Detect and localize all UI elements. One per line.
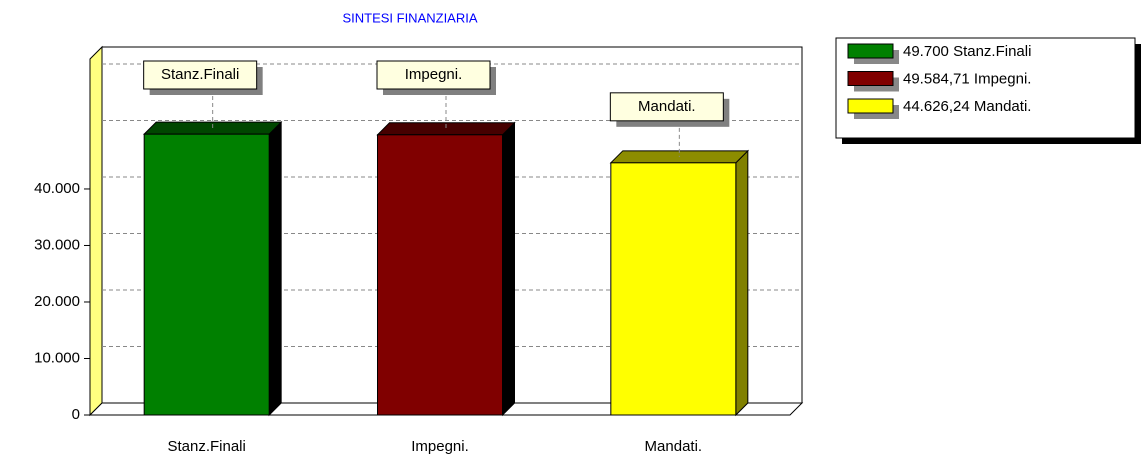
callout-label: Impegni. (405, 66, 463, 83)
callout-box (143, 60, 258, 90)
callout-box (376, 60, 491, 90)
bar-side (268, 120, 282, 417)
legend-value: 44.626,24 (903, 98, 970, 115)
y-tick-label: 40.000 (34, 180, 80, 197)
callout-label: Stanz.Finali (161, 66, 239, 83)
y-tick-label: 20.000 (34, 293, 80, 310)
bar-front (143, 133, 270, 416)
x-tick-label: Impegni. (411, 438, 469, 455)
x-tick-label: Mandati. (645, 438, 703, 455)
chart-title: SINTESI FINANZIARIA (342, 10, 477, 25)
y-tick-label: 30.000 (34, 236, 80, 253)
callout-label: Mandati. (638, 98, 696, 115)
bar-top (142, 121, 283, 135)
legend-swatch (847, 71, 894, 86)
legend-value: 49.700 (903, 43, 949, 60)
x-tick-label: Stanz.Finali (167, 438, 245, 455)
bar-side (735, 149, 749, 417)
legend-name: Impegni. (974, 70, 1032, 87)
legend-swatch (847, 98, 894, 114)
legend-label: 49.700 Stanz.Finali (903, 43, 1031, 60)
y-tick-label: 0 (72, 406, 80, 423)
y-tick-label: 10.000 (34, 349, 80, 366)
bar (609, 149, 750, 417)
bar (142, 120, 283, 417)
bar-front (377, 134, 503, 416)
bar (376, 121, 516, 417)
legend-label: 49.584,71 Impegni. (903, 70, 1031, 87)
bar-side (502, 121, 515, 417)
legend-swatch (847, 43, 894, 59)
legend-name: Mandati. (974, 98, 1032, 115)
legend-label: 44.626,24 Mandati. (903, 98, 1031, 115)
left-wall (89, 45, 103, 417)
bar-front (610, 162, 737, 416)
callout-box (609, 92, 724, 122)
legend-value: 49.584,71 (903, 70, 970, 87)
legend-name: Stanz.Finali (953, 43, 1031, 60)
